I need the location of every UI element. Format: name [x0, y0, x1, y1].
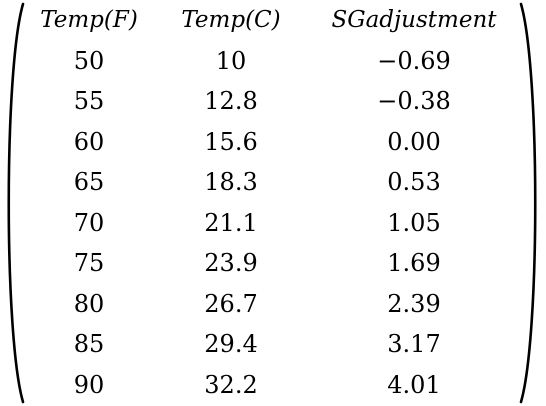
right-parenthesis	[519, 2, 537, 404]
table-row: 60 15.6 0.00	[26, 122, 520, 162]
cell-sg-adjustment: 3.17	[387, 330, 441, 358]
cell-temp-c: 21.1	[204, 208, 258, 237]
cell-temp-f: 65	[73, 168, 105, 196]
table-row: 70 21.1 1.05	[26, 203, 520, 243]
table-row: 50 10 −0.69	[26, 41, 520, 81]
header-sg-adjustment: SGadjustment	[331, 7, 497, 33]
cell-temp-c: 15.6	[204, 127, 258, 156]
table-row: 85 29.4 3.17	[26, 324, 520, 364]
cell-sg-adjustment: −0.69	[377, 46, 451, 75]
cell-sg-adjustment: 4.01	[387, 370, 441, 399]
table-row: 55 12.8 −0.38	[26, 81, 520, 121]
cell-temp-f: 60	[73, 127, 105, 156]
table-row: 75 23.9 1.69	[26, 243, 520, 283]
cell-sg-adjustment: 0.53	[387, 168, 441, 196]
cell-sg-adjustment: 1.05	[387, 208, 441, 237]
table-row: 80 26.7 2.39	[26, 284, 520, 324]
cell-temp-f: 90	[73, 370, 105, 399]
cell-sg-adjustment: 1.69	[387, 249, 441, 277]
header-temp-f: Temp(F)	[40, 7, 138, 33]
table-row: 65 18.3 0.53	[26, 162, 520, 202]
table-row: 90 32.2 4.01	[26, 365, 520, 405]
cell-temp-f: 75	[73, 249, 105, 277]
cell-temp-f: 50	[73, 46, 105, 75]
cell-temp-c: 12.8	[204, 87, 258, 115]
cell-temp-f: 70	[73, 208, 105, 237]
cell-temp-f: 80	[73, 289, 105, 318]
left-parenthesis	[7, 2, 25, 404]
cell-temp-c: 18.3	[204, 168, 258, 196]
header-temp-c: Temp(C)	[181, 7, 281, 33]
cell-temp-c: 29.4	[204, 330, 258, 358]
cell-temp-f: 85	[73, 330, 105, 358]
cell-temp-f: 55	[73, 87, 105, 115]
cell-sg-adjustment: 2.39	[387, 289, 441, 318]
cell-temp-c: 32.2	[204, 370, 258, 399]
header-row: Temp(F) Temp(C) SGadjustment	[26, 0, 520, 40]
cell-sg-adjustment: −0.38	[377, 87, 451, 115]
cell-temp-c: 26.7	[204, 289, 258, 318]
cell-sg-adjustment: 0.00	[387, 127, 441, 156]
cell-temp-c: 10	[215, 46, 247, 75]
cell-temp-c: 23.9	[204, 249, 258, 277]
